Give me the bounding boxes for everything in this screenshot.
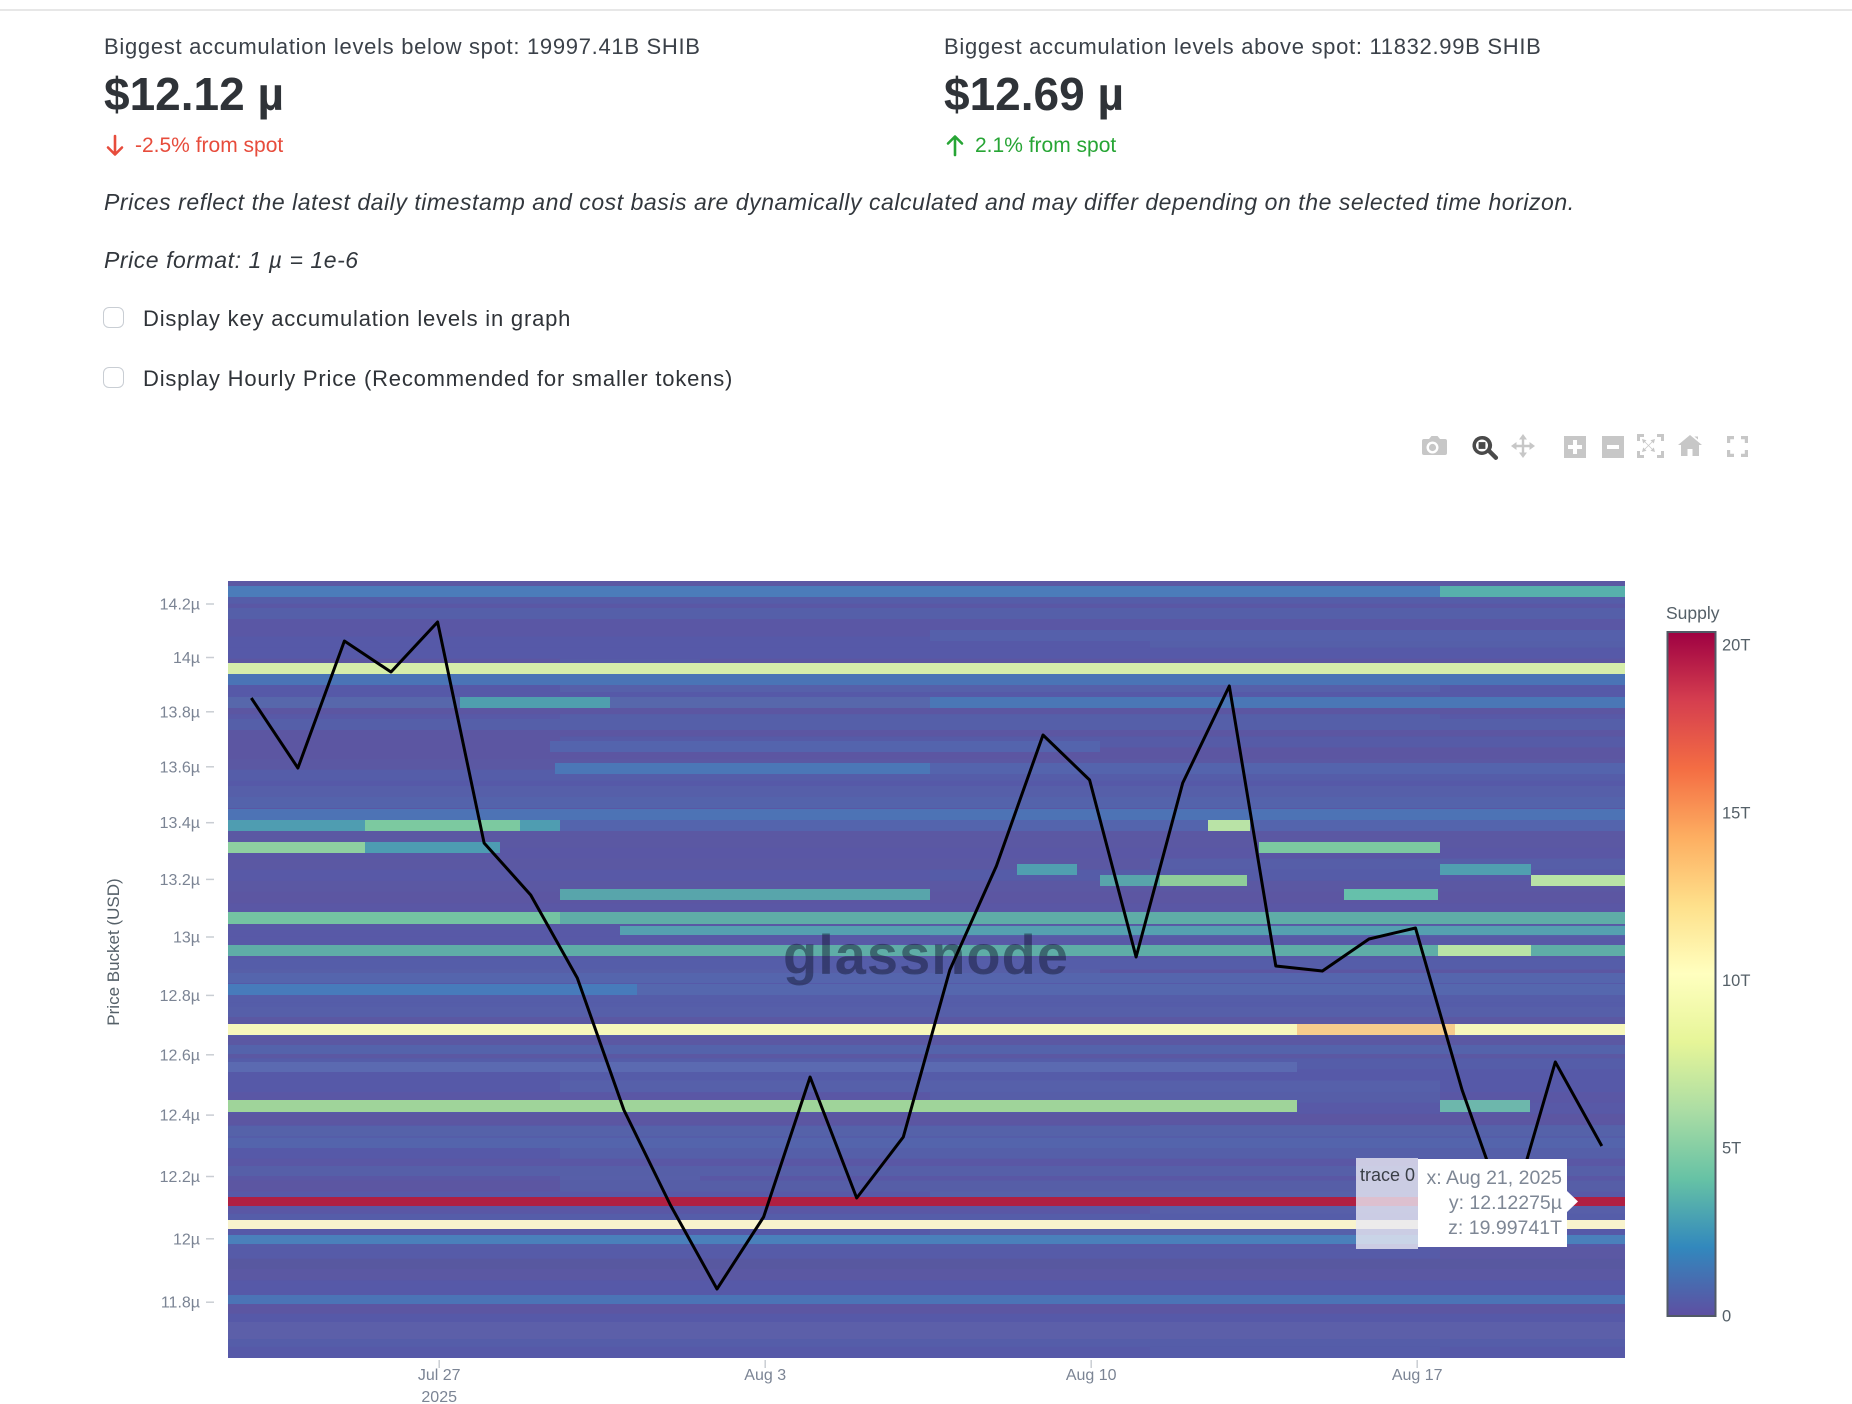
- svg-text:13.6µ: 13.6µ: [160, 759, 200, 776]
- svg-text:y: 12.12275µ: y: 12.12275µ: [1449, 1192, 1562, 1214]
- svg-text:Aug 3: Aug 3: [744, 1367, 786, 1384]
- svg-text:20T: 20T: [1722, 637, 1750, 655]
- svg-text:trace 0: trace 0: [1360, 1165, 1415, 1185]
- svg-text:x: Aug 21, 2025: x: Aug 21, 2025: [1426, 1167, 1562, 1189]
- svg-text:5T: 5T: [1722, 1140, 1741, 1158]
- svg-text:12.6µ: 12.6µ: [160, 1047, 200, 1064]
- svg-text:12.2µ: 12.2µ: [160, 1169, 200, 1186]
- svg-text:12µ: 12µ: [173, 1231, 200, 1248]
- svg-text:14µ: 14µ: [173, 650, 200, 667]
- svg-text:12.8µ: 12.8µ: [160, 988, 200, 1005]
- svg-text:0: 0: [1722, 1308, 1731, 1326]
- svg-text:glassnode: glassnode: [783, 923, 1069, 986]
- svg-text:2025: 2025: [421, 1389, 457, 1404]
- svg-text:Aug 10: Aug 10: [1066, 1367, 1117, 1384]
- svg-text:Price Bucket (USD): Price Bucket (USD): [104, 878, 123, 1025]
- svg-text:13µ: 13µ: [173, 930, 200, 947]
- svg-text:13.2µ: 13.2µ: [160, 872, 200, 889]
- svg-text:12.4µ: 12.4µ: [160, 1108, 200, 1125]
- svg-text:10T: 10T: [1722, 972, 1750, 990]
- svg-text:13.8µ: 13.8µ: [160, 704, 200, 721]
- svg-text:Supply: Supply: [1666, 603, 1720, 623]
- svg-text:13.4µ: 13.4µ: [160, 815, 200, 832]
- svg-text:z: 19.99741T: z: 19.99741T: [1448, 1217, 1562, 1239]
- svg-text:14.2µ: 14.2µ: [160, 597, 200, 614]
- svg-text:Jul 27: Jul 27: [418, 1367, 461, 1384]
- svg-text:Aug 17: Aug 17: [1392, 1367, 1443, 1384]
- svg-text:11.8µ: 11.8µ: [161, 1295, 200, 1312]
- svg-text:15T: 15T: [1722, 804, 1750, 822]
